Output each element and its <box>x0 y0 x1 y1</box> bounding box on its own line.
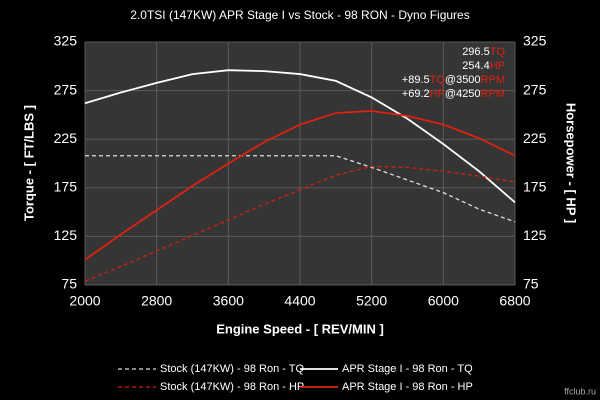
y-tick-label: 175 <box>54 179 78 195</box>
annotation-part: @4250 <box>445 88 481 100</box>
legend-label: Stock (147KW) - 98 Ron - HP <box>160 381 304 393</box>
x-tick-label: 3600 <box>213 293 244 309</box>
annotation: 296.5TQ <box>462 46 505 58</box>
x-tick-label: 5200 <box>356 293 387 309</box>
y-tick-label: 75 <box>61 276 77 292</box>
legend-label: APR Stage I - 98 Ron - TQ <box>342 363 473 375</box>
x-tick-label: 2000 <box>69 293 100 309</box>
x-tick-label: 2800 <box>141 293 172 309</box>
annotation: +89.5TQ@3500RPM <box>402 74 505 86</box>
x-tick-label: 4400 <box>284 293 315 309</box>
annotation-part: RPM <box>481 74 505 86</box>
y2-axis-label: Horsepower - [ HP ] <box>564 103 579 223</box>
y2-tick-label: 175 <box>523 179 547 195</box>
y-tick-label: 275 <box>54 81 78 97</box>
annotation-part: HP <box>490 60 505 72</box>
y-tick-label: 225 <box>54 130 78 146</box>
y2-tick-label: 275 <box>523 81 547 97</box>
y2-tick-label: 325 <box>523 33 547 49</box>
x-tick-label: 6800 <box>499 293 530 309</box>
watermark: ffclub.ru <box>564 386 596 396</box>
y2-tick-label: 75 <box>523 276 539 292</box>
y-axis-label: Torque - [ FT/LBS ] <box>21 105 36 221</box>
annotation-part: +89.5 <box>402 74 430 86</box>
chart-title: 2.0TSI (147KW) APR Stage I vs Stock - 98… <box>130 8 469 22</box>
y-tick-label: 125 <box>54 227 78 243</box>
annotation: 254.4HP <box>462 60 505 72</box>
annotation-part: RPM <box>481 88 505 100</box>
annotation-part: @3500 <box>445 74 481 86</box>
legend-label: Stock (147KW) - 98 Ron - TQ <box>160 363 305 375</box>
annotation-part: TQ <box>430 74 446 86</box>
x-tick-label: 6000 <box>428 293 459 309</box>
annotation: +69.2HP@4250RPM <box>402 88 505 100</box>
legend-label: APR Stage I - 98 Ron - HP <box>342 381 473 393</box>
annotation-part: 254.4 <box>462 60 490 72</box>
y2-tick-label: 225 <box>523 130 547 146</box>
series-line <box>84 165 516 282</box>
annotation-part: HP <box>430 88 445 100</box>
series-line <box>85 155 516 223</box>
series-line <box>84 69 516 204</box>
annotation-part: 296.5 <box>462 46 490 58</box>
y-tick-label: 325 <box>54 33 78 49</box>
y2-tick-label: 125 <box>523 227 547 243</box>
annotation-part: TQ <box>490 46 506 58</box>
x-axis-label: Engine Speed - [ REV/MIN ] <box>216 321 384 336</box>
annotation-part: +69.2 <box>402 88 430 100</box>
series-line <box>84 110 516 261</box>
